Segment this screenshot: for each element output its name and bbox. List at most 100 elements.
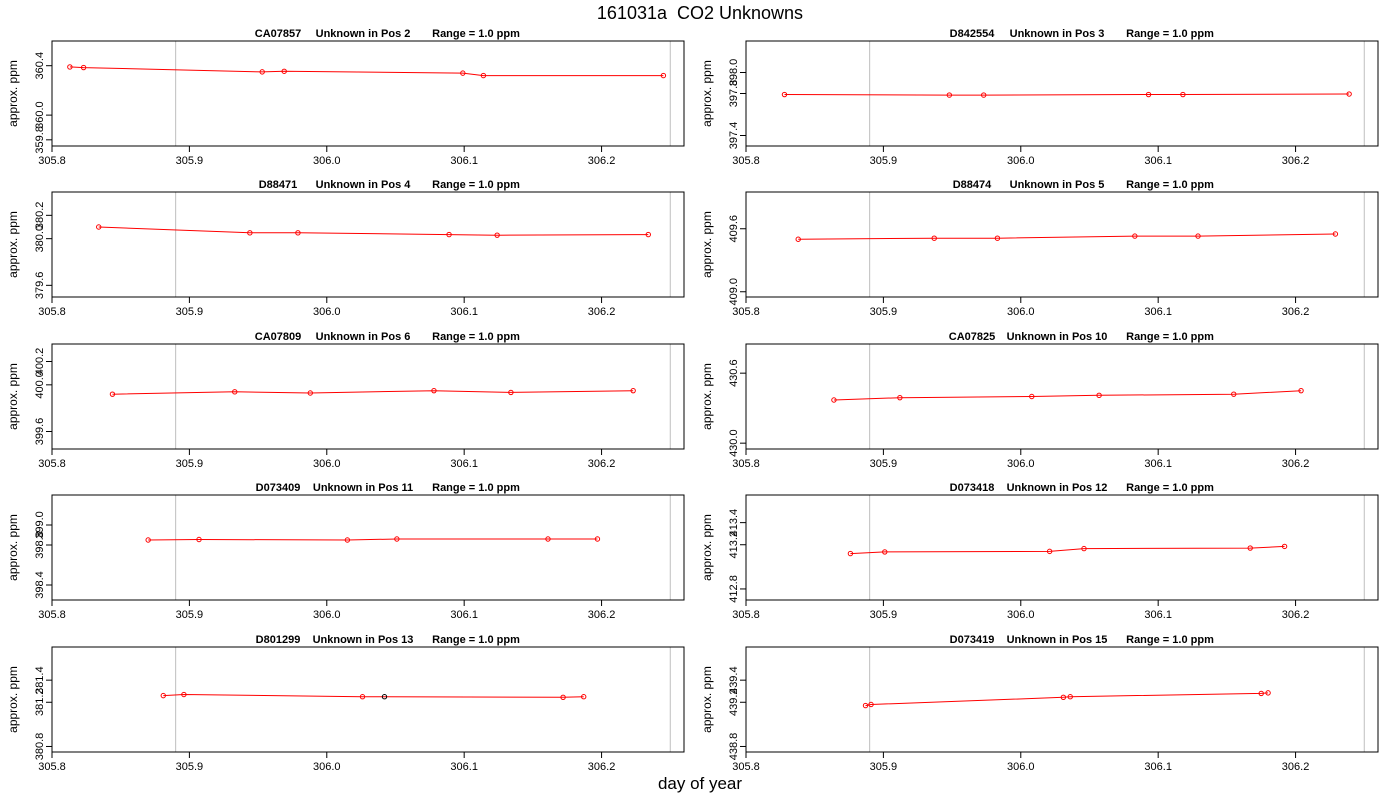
- chart-10-data-point-5: [1258, 690, 1264, 697]
- chart-5-data-point-6: [630, 387, 636, 394]
- chart-4-data-point-3: [994, 235, 1001, 241]
- chart-2-y-tick-label: 397.4: [728, 122, 740, 150]
- chart-5-data-point-5: [508, 389, 514, 396]
- chart-6-panel: CA07825 Unknown in Pos 10 Range = 1.0 ppm 3…: [700, 331, 1379, 470]
- chart-5-x-tick-label: 306.2: [588, 458, 616, 470]
- chart-3-data-point-4: [446, 231, 452, 238]
- chart-7-data-point-6: [594, 536, 601, 542]
- chart-9-x-tick-label: 306.0: [313, 761, 341, 773]
- chart-2-panel: D842554 Unknown in Pos 3 Range = 1.0 ppm 30…: [700, 28, 1379, 167]
- chart-10-title-id: D073419: [950, 634, 995, 646]
- chart-1-plot-frame: [51, 40, 685, 147]
- chart-7-title-id: D073409: [256, 482, 301, 494]
- chart-1-panel: CA07857 Unknown in Pos 2 Range = 1.0 ppm 30…: [6, 28, 685, 167]
- chart-3-series-line: [98, 226, 649, 236]
- chart-4-x-tick-label: 305.9: [870, 306, 898, 318]
- chart-8-y-tick-label: 413.4: [728, 509, 740, 537]
- chart-5-title-id: CA07809: [255, 331, 301, 343]
- chart-4-data-point-6: [1332, 231, 1339, 237]
- chart-9-data-point-1: [160, 692, 166, 699]
- chart-5-series-line: [112, 390, 634, 395]
- chart-2-y-axis-label: approx. ppm: [700, 60, 714, 127]
- chart-10-data-point-2: [868, 701, 874, 708]
- chart-8-plot-frame: [745, 494, 1379, 601]
- chart-3-title-pos: Unknown in Pos 4: [316, 179, 412, 191]
- chart-8-data-point-3: [1046, 548, 1053, 555]
- x-axis-title: day of year: [657, 774, 743, 793]
- chart-5-y-axis-label: approx. ppm: [6, 363, 20, 430]
- chart-3-x-tick-label: 306.0: [313, 306, 341, 318]
- chart-2-data-point-3: [980, 92, 987, 98]
- chart-7-data-point-5: [545, 536, 551, 542]
- chart-1-y-tick-label: 360.0: [34, 101, 46, 129]
- chart-5-y-tick-label: 400.0: [34, 371, 46, 399]
- chart-7-x-tick-label: 305.8: [38, 609, 66, 621]
- chart-4-data-point-5: [1195, 233, 1201, 239]
- chart-9-x-tick-label: 306.1: [450, 761, 478, 773]
- chart-4-plot-frame: [745, 191, 1379, 298]
- chart-8-title-range: Range = 1.0 ppm: [1126, 482, 1214, 494]
- chart-5-y-tick-label: 400.2: [34, 348, 46, 376]
- chart-2-y-tick-label: 398.0: [728, 59, 740, 87]
- chart-7-plot-frame: [51, 494, 685, 601]
- chart-2-plot-frame: [745, 40, 1379, 147]
- chart-9-title-id: D801299: [256, 634, 301, 646]
- chart-1-series-line: [69, 66, 664, 77]
- chart-5-panel: CA07809 Unknown in Pos 6 Range = 1.0 ppm 30…: [6, 331, 685, 470]
- chart-1-data-point-4: [281, 68, 287, 74]
- chart-2-data-point-6: [1346, 91, 1352, 97]
- chart-1-title-id: CA07857: [255, 28, 301, 40]
- chart-6-y-axis-label: approx. ppm: [700, 363, 714, 430]
- chart-3-x-tick-label: 306.1: [450, 306, 478, 318]
- chart-10-data-point-6: [1265, 690, 1271, 696]
- chart-8-x-tick-label: 306.2: [1282, 609, 1310, 621]
- chart-2-y-tick-label: 397.8: [728, 80, 740, 108]
- chart-7-data-point-2: [196, 536, 202, 543]
- chart-6-y-tick-label: 430.6: [728, 359, 740, 387]
- chart-10-series-line: [865, 692, 1269, 707]
- chart-10-x-tick-label: 306.2: [1282, 761, 1310, 773]
- chart-4-y-tick-label: 409.6: [728, 215, 740, 243]
- chart-8-data-point-6: [1281, 543, 1288, 550]
- chart-5-data-point-1: [109, 391, 116, 397]
- chart-10-data-point-1: [862, 702, 869, 709]
- chart-3-panel: D88471 Unknown in Pos 4 Range = 1.0 ppm 305…: [6, 179, 685, 318]
- chart-4-panel: D88474 Unknown in Pos 5 Range = 1.0 ppm 305…: [700, 179, 1379, 318]
- chart-6-x-tick-label: 306.0: [1007, 458, 1035, 470]
- chart-7-y-axis-label: approx. ppm: [6, 514, 20, 581]
- chart-5-x-tick-label: 306.0: [313, 458, 341, 470]
- chart-9-x-tick-label: 305.9: [176, 761, 204, 773]
- chart-2-x-tick-label: 306.2: [1282, 155, 1310, 167]
- page-title: 161031a CO2 Unknowns: [596, 3, 804, 23]
- chart-9-data-point-6: [581, 694, 587, 700]
- chart-2-x-tick-label: 305.8: [732, 155, 760, 167]
- chart-9-y-tick-label: 381.4: [34, 666, 46, 694]
- chart-5-x-tick-label: 305.9: [176, 458, 204, 470]
- chart-9-y-axis-label: approx. ppm: [6, 666, 20, 733]
- chart-8-data-point-4: [1081, 545, 1087, 552]
- chart-3-data-point-5: [494, 232, 500, 238]
- chart-3-x-tick-label: 305.8: [38, 306, 66, 318]
- chart-1-y-axis-label: approx. ppm: [6, 60, 20, 127]
- chart-3-title-id: D88471: [259, 179, 298, 191]
- chart-8-x-tick-label: 305.9: [870, 609, 898, 621]
- chart-6-x-tick-label: 306.1: [1144, 458, 1172, 470]
- chart-10-data-point-3: [1060, 694, 1067, 700]
- chart-7-x-tick-label: 305.9: [176, 609, 204, 621]
- chart-8-title-pos: Unknown in Pos 12: [1007, 482, 1108, 494]
- chart-3-plot-frame: [51, 191, 685, 298]
- chart-9-plot-frame: [51, 646, 685, 753]
- chart-1-y-tick-label: 359.8: [34, 126, 46, 154]
- chart-10-y-axis-label: approx. ppm: [700, 666, 714, 733]
- chart-9-data-point-2: [181, 691, 187, 698]
- chart-9-data-point-5: [560, 694, 566, 700]
- chart-4-series-line: [798, 233, 1336, 240]
- chart-7-data-point-4: [394, 536, 400, 542]
- chart-5-x-tick-label: 305.8: [38, 458, 66, 470]
- chart-2-series-line: [784, 93, 1350, 96]
- chart-4-title-pos: Unknown in Pos 5: [1010, 179, 1105, 191]
- chart-9-panel: D801299 Unknown in Pos 13 Range = 1.0 ppm 3…: [6, 634, 685, 773]
- chart-3-y-tick-label: 380.2: [34, 202, 46, 230]
- chart-8-x-tick-label: 306.1: [1144, 609, 1172, 621]
- chart-10-y-tick-label: 438.8: [728, 733, 740, 761]
